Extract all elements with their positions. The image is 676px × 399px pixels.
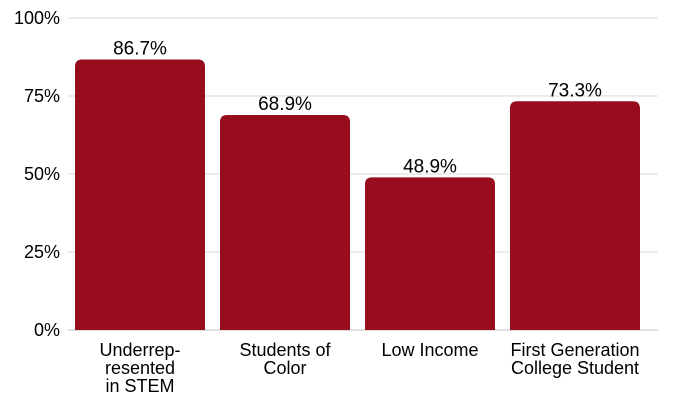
x-category-label: Underrep-resented in STEM — [99, 340, 180, 396]
data-label: 86.7% — [113, 38, 167, 59]
x-category-label-line: Students of — [239, 340, 331, 360]
x-category-label: Students of Color — [239, 340, 331, 378]
bars — [75, 59, 640, 330]
bar — [365, 177, 495, 330]
y-tick-label: 50% — [24, 164, 60, 184]
y-axis-tick-labels: 0% 25% 50% 75% 100% — [14, 8, 60, 340]
y-tick-label: 100% — [14, 8, 60, 28]
y-tick-label: 25% — [24, 242, 60, 262]
x-category-label: Low Income — [381, 340, 478, 360]
x-category-label-line: in STEM — [105, 376, 174, 396]
y-tick-label: 75% — [24, 86, 60, 106]
bar — [220, 115, 350, 330]
x-category-label-line: College Student — [511, 358, 639, 378]
bar — [75, 59, 205, 330]
data-label: 68.9% — [258, 94, 312, 115]
bar — [510, 101, 640, 330]
data-labels: 86.7% 68.9% 48.9% 73.3% — [113, 38, 602, 177]
data-label: 48.9% — [403, 156, 457, 177]
x-category-label-line: Color — [263, 358, 306, 378]
x-category-label-line: resented — [105, 358, 175, 378]
x-category-label-line: First Generation — [510, 340, 639, 360]
x-axis-category-labels: Underrep-resented in STEM Students of Color… — [99, 340, 639, 396]
x-category-label-line: Underrep- — [99, 340, 180, 360]
y-tick-label: 0% — [34, 320, 60, 340]
x-category-label: First Generation College Student — [510, 340, 639, 378]
x-category-label-line: Low Income — [381, 340, 478, 360]
data-label: 73.3% — [548, 80, 602, 101]
